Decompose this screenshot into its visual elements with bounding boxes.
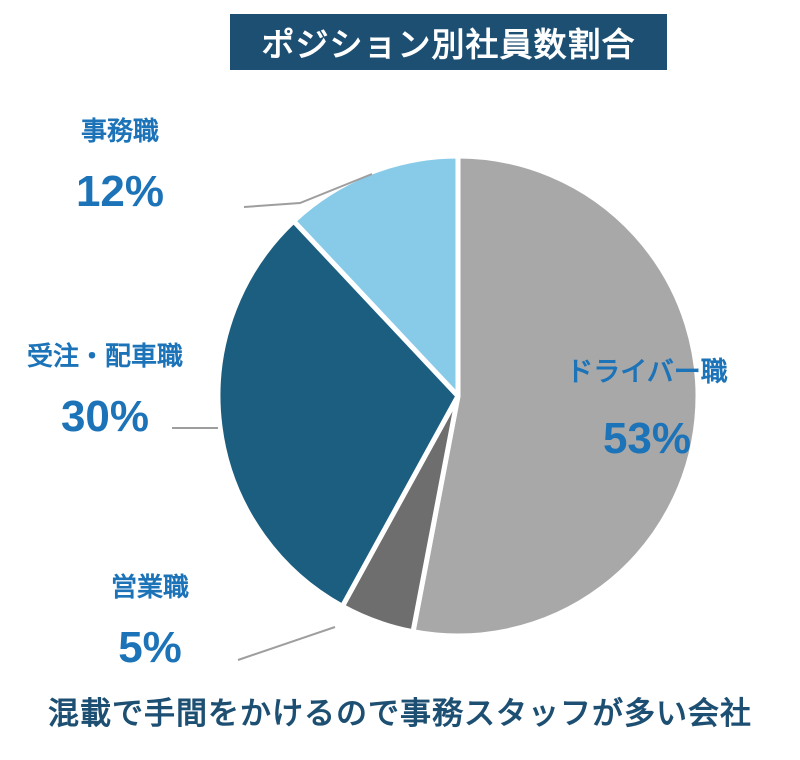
pie-slice [215,218,461,609]
pie-slice [410,153,701,639]
pie-slices [215,153,701,639]
leader-lines [172,173,373,661]
slice-value-label: 12% [76,167,164,216]
pie-slice [291,153,461,399]
slice-label: 受注・配車職 [27,341,183,372]
chart-title-box: ポジション別社員数割合 [230,14,667,70]
slice-label: 事務職 [81,117,159,147]
slice-labels: ドライバー職 53% 営業職 5% 受注・配車職 30% 事務職 12% [27,117,728,672]
leader-line [243,173,373,208]
slice-value-label: 30% [61,392,149,441]
slice-value-label: 53% [603,414,691,463]
leader-line [237,626,336,661]
slice-value-label: 5% [118,623,182,672]
chart-title: ポジション別社員数割合 [261,25,636,64]
chart-caption: 混載で手間をかけるので事務スタッフが多い会社 [48,696,752,732]
slice-label: ドライバー職 [566,357,727,388]
slice-label: 営業職 [111,573,189,603]
